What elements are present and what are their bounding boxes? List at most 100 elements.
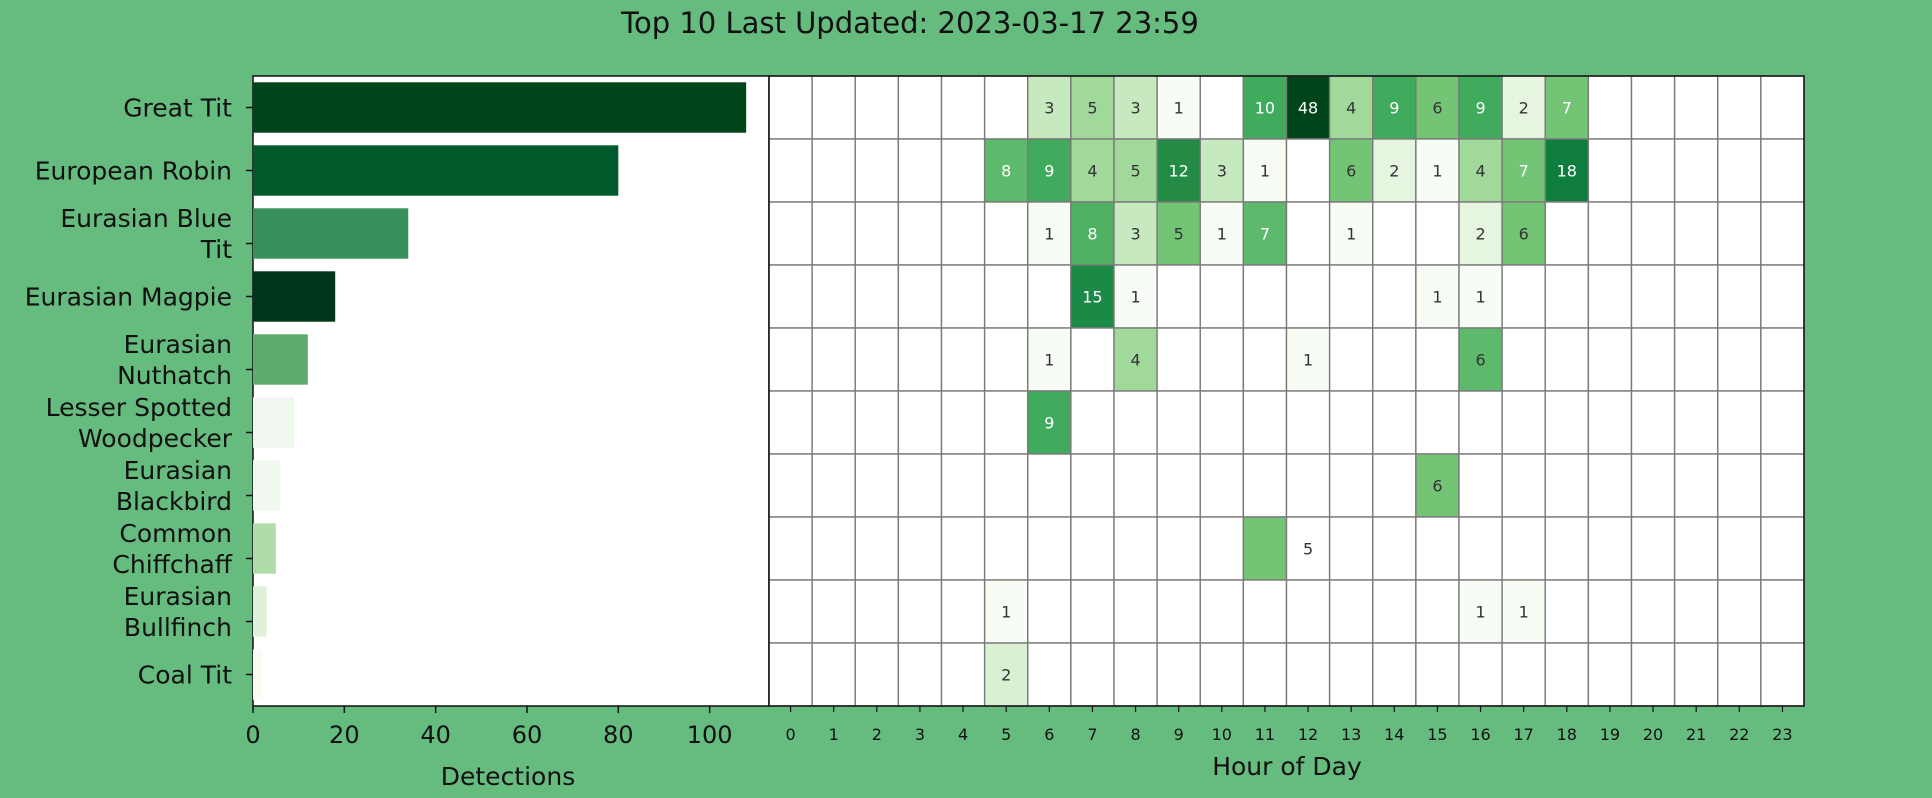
heatmap-cell [1415, 327, 1460, 392]
heatmap-cell [1070, 642, 1115, 707]
heatmap-cell [854, 138, 900, 203]
heatmap-cell [854, 75, 900, 140]
heatmap-cell [897, 138, 943, 203]
heatmap-x-tick-label: 15 [1427, 725, 1447, 744]
heatmap-cell-value: 1 [1217, 225, 1227, 244]
heatmap-x-axis-label: Hour of Day [1212, 752, 1362, 781]
heatmap-cell [983, 327, 1029, 392]
heatmap-cell [1415, 579, 1460, 644]
heatmap-cell [1501, 264, 1546, 329]
heatmap-cell [1285, 264, 1331, 329]
heatmap-cell [1587, 516, 1633, 581]
heatmap-cell [1199, 75, 1245, 140]
heatmap-cell [1544, 201, 1590, 266]
heatmap-cell [1630, 579, 1676, 644]
heatmap-cell-value: 4 [1130, 351, 1140, 370]
heatmap-cell-value: 1 [1432, 288, 1442, 307]
heatmap-cell [1673, 642, 1719, 707]
heatmap-cell-value: 3 [1217, 162, 1227, 181]
heatmap-cell [1501, 642, 1546, 707]
heatmap-cell [1156, 201, 1201, 266]
heatmap-cell [1372, 642, 1417, 707]
heatmap-cell-value: 1 [1260, 162, 1270, 181]
heatmap-cell-value: 1 [1519, 603, 1529, 622]
heatmap-cell [983, 453, 1029, 518]
heatmap-cell [1760, 579, 1805, 644]
bar-x-tick-label: 80 [603, 721, 634, 749]
heatmap-cell [1760, 390, 1805, 455]
heatmap-cell [768, 327, 813, 392]
heatmap-cell [940, 516, 986, 581]
heatmap-cell-value: 6 [1475, 351, 1485, 370]
heatmap-cell [1501, 327, 1546, 392]
heatmap-cell [1587, 138, 1633, 203]
heatmap-x-tick-label: 8 [1130, 725, 1140, 744]
heatmap-cell [811, 453, 856, 518]
heatmap-cell-value: 2 [1001, 666, 1011, 685]
heatmap-cell [1458, 75, 1503, 140]
bar [253, 460, 281, 511]
heatmap-cell [1587, 201, 1633, 266]
heatmap-cell [983, 516, 1029, 581]
heatmap-cell [1544, 579, 1590, 644]
heatmap-cell-value: 5 [1087, 99, 1097, 118]
heatmap-cell [1717, 138, 1762, 203]
heatmap-cell [768, 642, 813, 707]
heatmap-cell [1328, 138, 1374, 203]
heatmap-cell [1156, 516, 1201, 581]
heatmap-cell-value: 9 [1389, 99, 1399, 118]
heatmap-cell [1673, 75, 1719, 140]
heatmap-cell [940, 390, 986, 455]
heatmap-cell [811, 327, 856, 392]
heatmap-cell [1587, 390, 1633, 455]
heatmap-cell [1760, 516, 1805, 581]
heatmap-cell-value: 10 [1255, 99, 1275, 118]
heatmap-cell [1415, 264, 1460, 329]
heatmap-x-tick-label: 13 [1341, 725, 1361, 744]
heatmap-cell [1587, 264, 1633, 329]
heatmap-cell [1156, 264, 1201, 329]
heatmap-cell [1027, 579, 1072, 644]
heatmap-x-tick-label: 11 [1255, 725, 1275, 744]
heatmap-cell-value: 6 [1432, 99, 1442, 118]
heatmap-cell [1285, 579, 1331, 644]
heatmap-cell [1242, 138, 1288, 203]
heatmap-cell [1760, 453, 1805, 518]
heatmap-cell [1587, 642, 1633, 707]
heatmap-cell-value: 8 [1001, 162, 1011, 181]
heatmap-cell [1717, 579, 1762, 644]
heatmap-cell [897, 327, 943, 392]
heatmap-cell [1630, 453, 1676, 518]
heatmap-cell [1717, 327, 1762, 392]
heatmap-cell [940, 642, 986, 707]
heatmap-cell [897, 201, 943, 266]
heatmap-cell-value: 1 [1475, 288, 1485, 307]
heatmap-cell [811, 264, 856, 329]
heatmap-cell [1199, 390, 1245, 455]
heatmap-cell [1285, 453, 1331, 518]
bar [253, 649, 263, 700]
heatmap-cell [768, 453, 813, 518]
heatmap-cell-value: 1 [1001, 603, 1011, 622]
bar-category-label: European Robin [35, 157, 232, 186]
heatmap-cell-value: 6 [1432, 477, 1442, 496]
heatmap-cell [1415, 138, 1460, 203]
heatmap-cell-value: 3 [1130, 99, 1140, 118]
heatmap-cell [1501, 390, 1546, 455]
heatmap-cell-value: 1 [1174, 99, 1184, 118]
heatmap-x-tick-label: 4 [958, 725, 968, 744]
bar [253, 271, 336, 322]
heatmap-cell [1544, 390, 1590, 455]
heatmap-cell [1673, 516, 1719, 581]
bar-category-label: Lesser Spotted Woodpecker [46, 393, 233, 453]
heatmap-cell [1328, 390, 1374, 455]
heatmap-cell [768, 138, 813, 203]
heatmap-cell [1372, 201, 1417, 266]
heatmap-cell-value: 12 [1169, 162, 1189, 181]
heatmap-cell [1070, 75, 1115, 140]
heatmap-cell [1673, 264, 1719, 329]
heatmap-cell-value: 6 [1519, 225, 1529, 244]
heatmap-cell [1372, 516, 1417, 581]
heatmap-cell [854, 516, 900, 581]
bar [253, 208, 409, 259]
